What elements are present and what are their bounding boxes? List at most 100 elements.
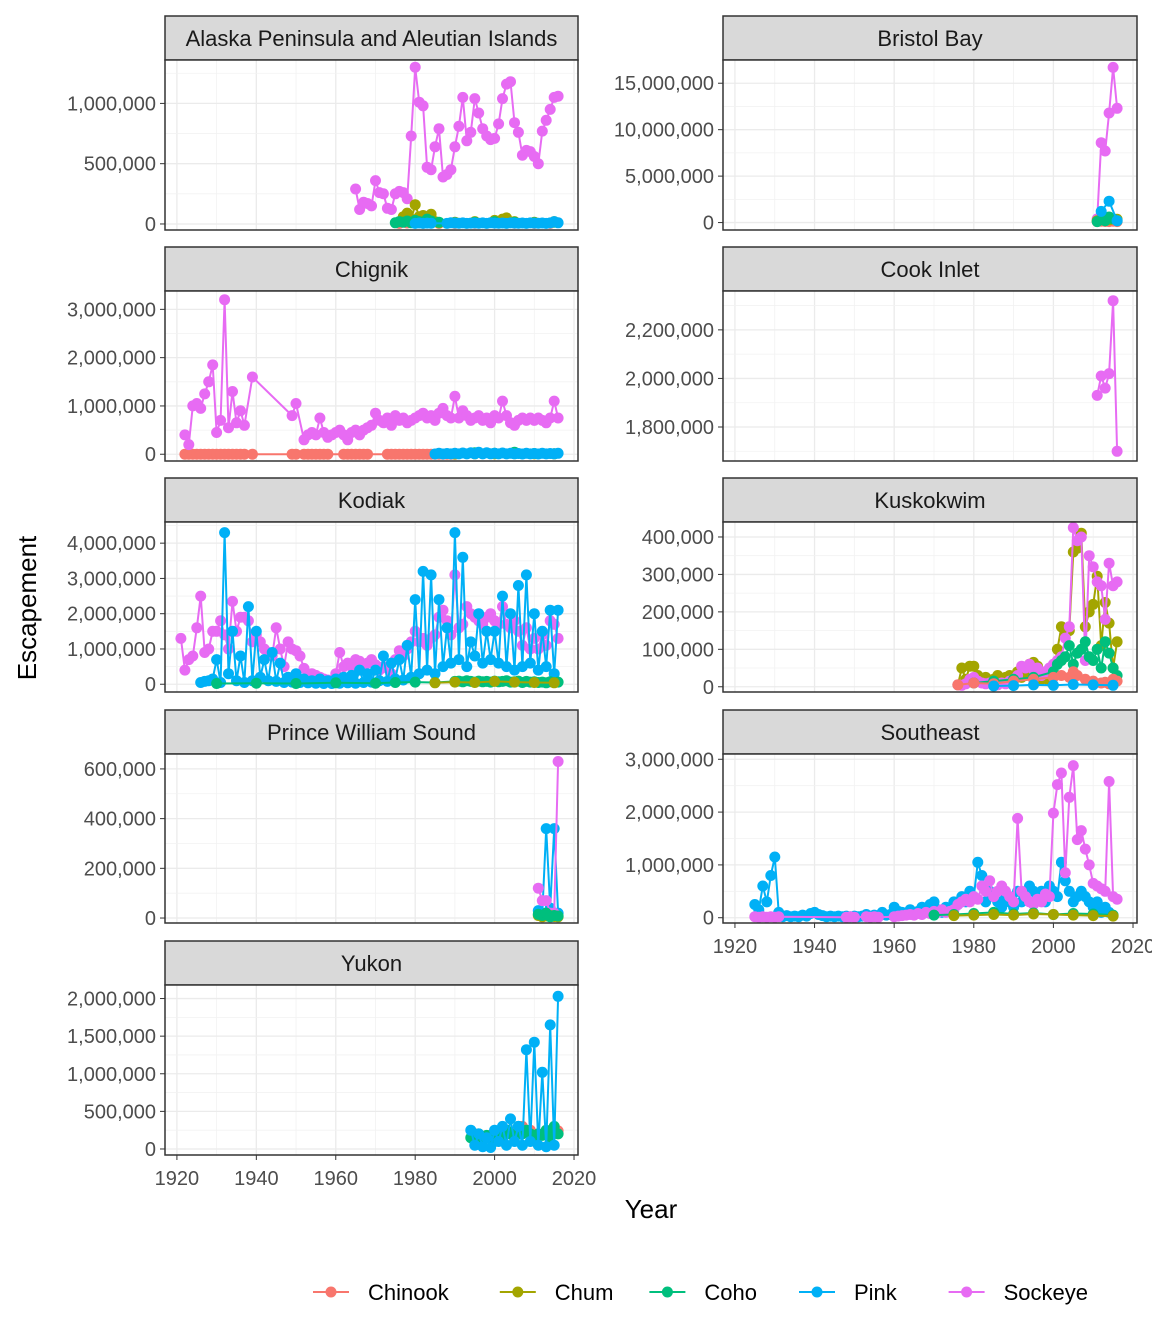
data-point-sockeye (497, 93, 508, 105)
y-tick-label: 2,000,000 (67, 989, 156, 1011)
data-point-pink (393, 654, 405, 666)
panel-grid (165, 60, 578, 230)
panel-kuskokwim: Kuskokwim 0 100,000 200,000 300,000 400,000 (642, 477, 1138, 699)
data-point-sockeye (980, 885, 992, 897)
data-point-pink (274, 657, 286, 669)
data-point-sockeye (1012, 812, 1024, 824)
panel-border (722, 521, 1138, 693)
data-point-sockeye (1111, 445, 1123, 457)
y-tick-label: 400,000 (84, 809, 156, 831)
data-point-chum (1028, 908, 1039, 920)
strip-label-cook-inlet: Cook Inlet (880, 257, 979, 282)
panel-grid (723, 60, 1137, 230)
data-point-coho (1079, 636, 1091, 648)
data-point-sockeye (497, 395, 508, 407)
data-point-sockeye (1091, 389, 1103, 401)
data-point-sockeye (334, 647, 346, 658)
data-point-sockeye (540, 114, 552, 126)
data-point-sockeye (1099, 382, 1111, 394)
y-tick-label: 2,200,000 (625, 320, 714, 342)
data-point-sockeye (1055, 767, 1067, 779)
data-point-sockeye (409, 61, 421, 73)
data-point-pink (497, 590, 508, 602)
data-point-sockeye (219, 294, 231, 306)
data-point-pink (1107, 679, 1119, 691)
data-point-pink (1051, 891, 1063, 903)
legend-label: Sockeye (1004, 1280, 1088, 1305)
data-point-pink (552, 217, 564, 229)
data-point-sockeye (175, 632, 187, 644)
y-tick-label: 600,000 (84, 759, 156, 781)
panel-border (164, 521, 579, 693)
data-point-sockeye (445, 412, 457, 424)
data-point-pink (1047, 679, 1059, 691)
panel-series (179, 294, 564, 460)
legend-item-pink: Pink (799, 1280, 898, 1305)
panel-kodiak: Kodiak 0 1,000,000 2,000,000 3,000,000 4,000,… (67, 477, 579, 696)
y-tick-label: 500,000 (84, 1101, 156, 1123)
data-point-pink (505, 608, 516, 620)
legend-key-point (811, 1286, 823, 1298)
data-point-pink (540, 661, 552, 673)
data-point-pink (761, 896, 773, 908)
y-tick-label: 2,000,000 (625, 368, 714, 390)
data-point-sockeye (1111, 102, 1123, 114)
data-point-pink (505, 1113, 516, 1125)
data-point-pink (976, 870, 988, 881)
data-point-sockeye (179, 429, 191, 441)
y-tick-label: 500,000 (84, 154, 156, 176)
legend-label: Pink (854, 1280, 898, 1305)
panel-border (722, 59, 1138, 231)
data-point-sockeye (457, 618, 469, 630)
data-point-pink (765, 870, 777, 881)
data-point-sockeye (848, 911, 860, 923)
data-point-pink (481, 1132, 493, 1144)
data-point-coho (1091, 643, 1103, 655)
x-tick-label: 1940 (792, 936, 837, 958)
data-point-sockeye (552, 412, 564, 424)
panel-grid (723, 291, 1137, 461)
data-point-sockeye (227, 386, 238, 397)
data-point-coho (1063, 640, 1075, 652)
data-point-pink (1067, 679, 1079, 690)
y-tick-label: 0 (703, 908, 714, 930)
data-point-pink (453, 654, 465, 666)
data-point-pink (449, 527, 461, 539)
data-point-pink (461, 661, 473, 673)
y-tick-label: 2,000,000 (625, 802, 714, 824)
y-tick-label: 2,000,000 (67, 604, 156, 626)
data-point-sockeye (552, 632, 564, 644)
data-point-chum (489, 675, 501, 687)
strip-southeast (722, 709, 1138, 755)
data-point-pink (544, 1019, 556, 1031)
data-point-sockeye (286, 410, 298, 422)
data-point-chum (1067, 909, 1079, 921)
panel-cook-inlet: Cook Inlet 1,800,000 2,000,000 2,200,000 (625, 246, 1138, 462)
data-point-pink (972, 856, 984, 868)
data-point-sockeye (540, 639, 552, 651)
data-point-pink (552, 447, 564, 459)
strip-cook-inlet (722, 246, 1138, 292)
data-point-sockeye (505, 76, 516, 88)
legend-key-point (661, 1286, 673, 1298)
data-point-pink (528, 1036, 540, 1048)
data-point-sockeye (215, 414, 227, 426)
panel-prince-william-sound: Prince William Sound 0 200,000 400,000 600,0… (84, 709, 579, 930)
x-tick-label: 2020 (552, 1168, 597, 1190)
data-point-pink (757, 880, 769, 892)
data-point-pink (497, 1120, 508, 1132)
data-point-sockeye (199, 388, 211, 400)
strip-kodiak (164, 477, 579, 523)
data-point-pink (1103, 195, 1115, 207)
data-point-sockeye (1099, 613, 1111, 625)
data-point-chum (1079, 621, 1091, 633)
data-point-pink (512, 580, 524, 591)
data-point-sockeye (1075, 531, 1087, 543)
data-point-sockeye (1083, 550, 1095, 562)
data-point-sockeye (489, 132, 501, 144)
panel-series (532, 756, 564, 923)
x-tick-label: 2020 (1111, 936, 1152, 958)
data-point-sockeye (449, 569, 461, 581)
y-tick-label: 1,000,000 (67, 396, 156, 418)
data-point-sockeye (290, 398, 302, 409)
